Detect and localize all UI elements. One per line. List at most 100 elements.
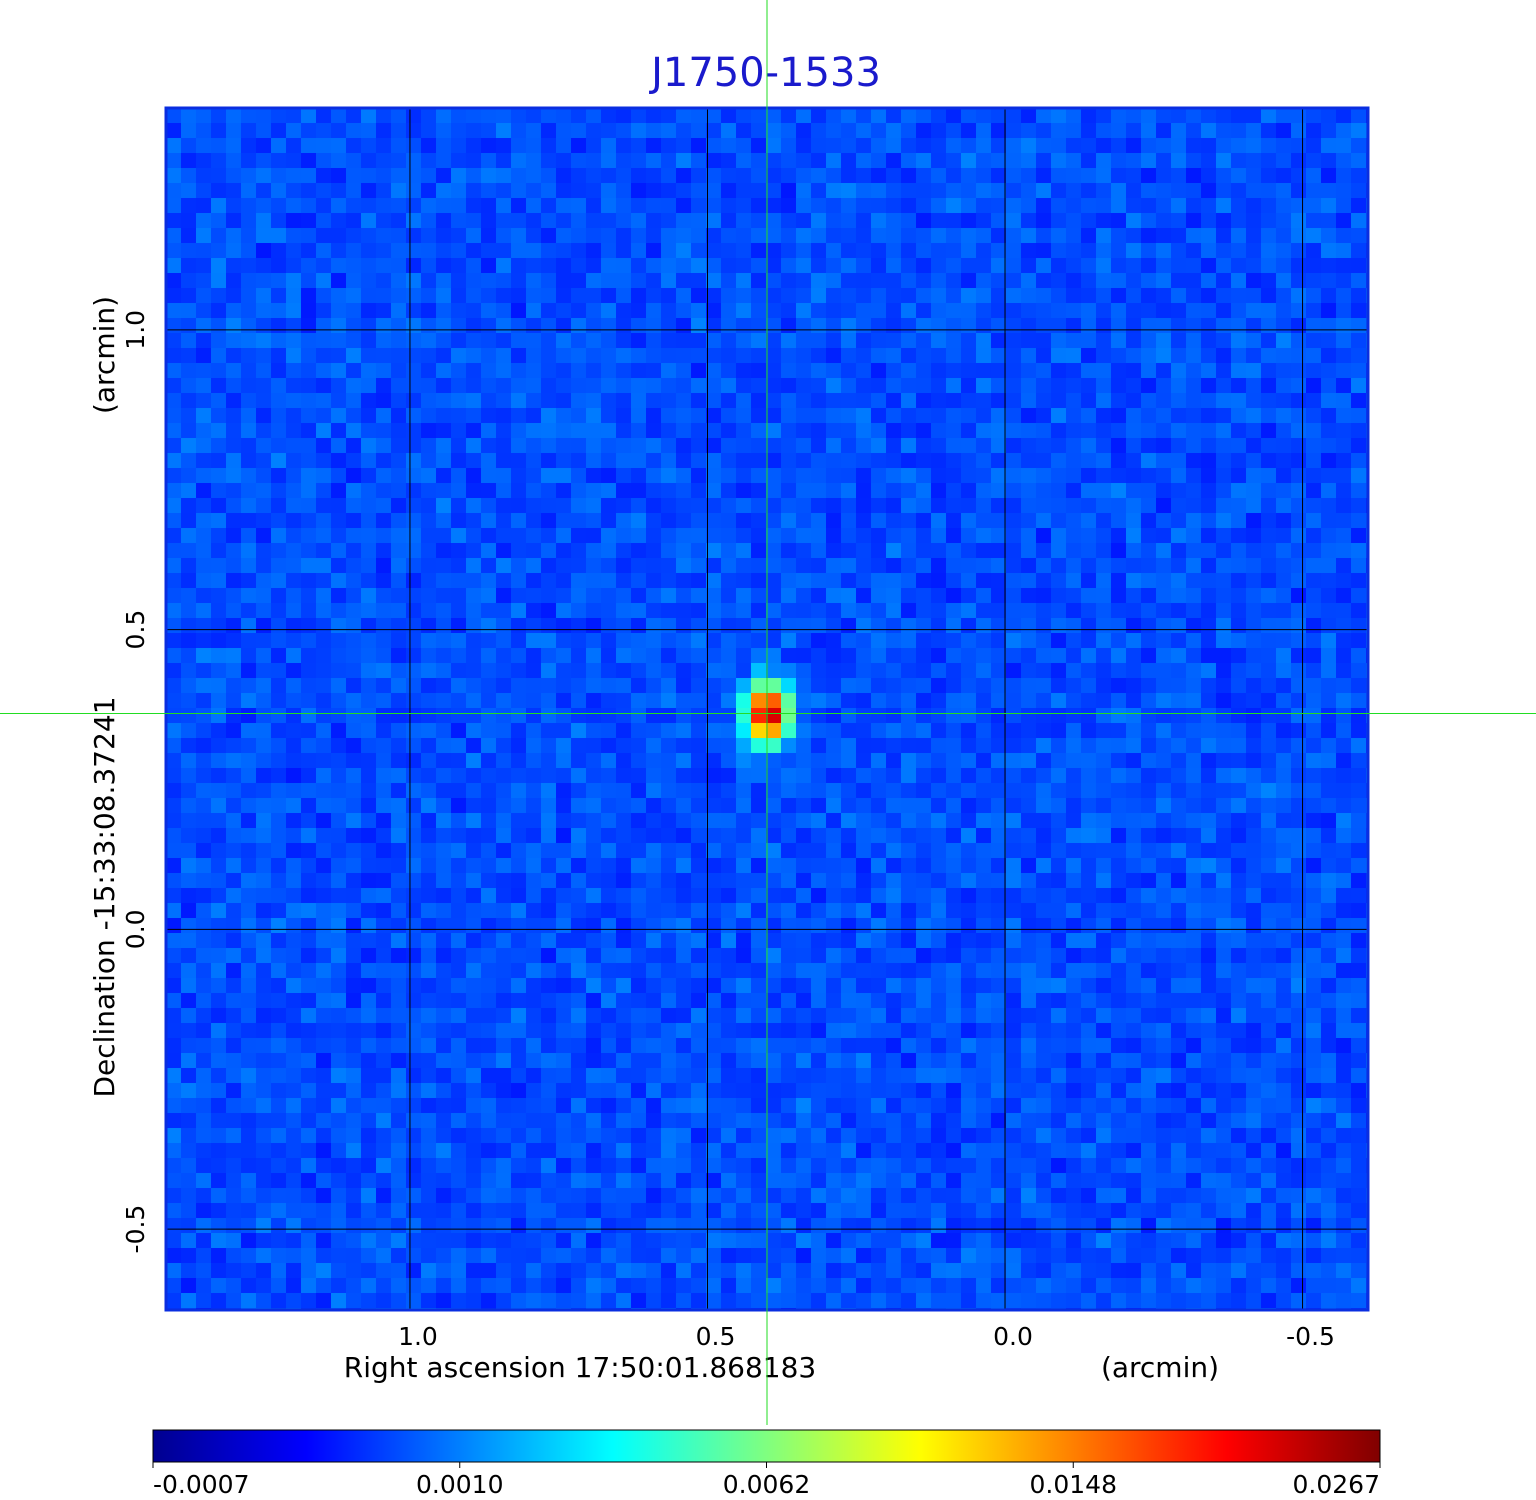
pixel bbox=[961, 888, 977, 904]
pixel bbox=[1321, 408, 1337, 424]
pixel bbox=[721, 543, 737, 559]
pixel bbox=[466, 663, 482, 679]
pixel bbox=[811, 633, 827, 649]
pixel bbox=[301, 108, 317, 124]
pixel bbox=[616, 513, 632, 529]
pixel bbox=[1066, 918, 1082, 934]
pixel bbox=[466, 978, 482, 994]
pixel bbox=[1351, 618, 1367, 634]
pixel bbox=[766, 603, 782, 619]
pixel bbox=[436, 183, 452, 199]
pixel bbox=[346, 138, 362, 154]
pixel bbox=[1291, 108, 1307, 124]
pixel bbox=[421, 723, 437, 739]
pixel bbox=[961, 648, 977, 664]
pixel bbox=[1081, 498, 1097, 514]
pixel bbox=[856, 753, 872, 769]
pixel bbox=[676, 858, 692, 874]
pixel bbox=[811, 528, 827, 544]
pixel bbox=[316, 993, 332, 1009]
pixel bbox=[1231, 798, 1247, 814]
pixel bbox=[676, 678, 692, 694]
pixel bbox=[646, 123, 662, 139]
pixel bbox=[931, 408, 947, 424]
pixel bbox=[271, 303, 287, 319]
pixel bbox=[856, 1008, 872, 1024]
pixel bbox=[841, 588, 857, 604]
pixel bbox=[781, 978, 797, 994]
pixel bbox=[1171, 408, 1187, 424]
pixel bbox=[361, 213, 377, 229]
pixel bbox=[826, 453, 842, 469]
pixel bbox=[661, 933, 677, 949]
pixel bbox=[316, 378, 332, 394]
pixel bbox=[526, 228, 542, 244]
pixel bbox=[1201, 723, 1217, 739]
pixel bbox=[1351, 783, 1367, 799]
pixel bbox=[946, 348, 962, 364]
pixel bbox=[1006, 573, 1022, 589]
pixel bbox=[421, 528, 437, 544]
pixel bbox=[871, 303, 887, 319]
pixel bbox=[1321, 633, 1337, 649]
pixel bbox=[571, 813, 587, 829]
pixel bbox=[226, 153, 242, 169]
pixel bbox=[1126, 633, 1142, 649]
pixel bbox=[811, 423, 827, 439]
pixel bbox=[706, 828, 722, 844]
pixel bbox=[646, 213, 662, 229]
pixel bbox=[1306, 678, 1322, 694]
pixel bbox=[571, 348, 587, 364]
pixel bbox=[1291, 393, 1307, 409]
pixel bbox=[1336, 753, 1352, 769]
pixel bbox=[946, 888, 962, 904]
pixel bbox=[196, 618, 212, 634]
pixel bbox=[646, 138, 662, 154]
pixel bbox=[856, 888, 872, 904]
pixel bbox=[631, 213, 647, 229]
pixel bbox=[601, 318, 617, 334]
pixel bbox=[1231, 303, 1247, 319]
pixel bbox=[961, 588, 977, 604]
pixel bbox=[1096, 288, 1112, 304]
pixel bbox=[796, 498, 812, 514]
pixel bbox=[1051, 843, 1067, 859]
pixel bbox=[496, 813, 512, 829]
pixel bbox=[631, 693, 647, 709]
pixel bbox=[451, 318, 467, 334]
pixel bbox=[226, 198, 242, 214]
pixel bbox=[571, 513, 587, 529]
pixel bbox=[391, 363, 407, 379]
pixel bbox=[421, 483, 437, 499]
pixel bbox=[586, 498, 602, 514]
pixel bbox=[361, 378, 377, 394]
pixel bbox=[511, 618, 527, 634]
pixel bbox=[316, 978, 332, 994]
pixel bbox=[346, 273, 362, 289]
pixel bbox=[376, 663, 392, 679]
pixel bbox=[496, 573, 512, 589]
pixel bbox=[556, 558, 572, 574]
pixel bbox=[826, 153, 842, 169]
pixel bbox=[661, 588, 677, 604]
pixel bbox=[211, 363, 227, 379]
pixel bbox=[1111, 753, 1127, 769]
pixel bbox=[436, 123, 452, 139]
pixel bbox=[751, 198, 767, 214]
pixel bbox=[1066, 828, 1082, 844]
pixel bbox=[706, 618, 722, 634]
pixel bbox=[286, 948, 302, 964]
pixel bbox=[526, 423, 542, 439]
pixel bbox=[811, 873, 827, 889]
pixel bbox=[406, 948, 422, 964]
pixel bbox=[1141, 948, 1157, 964]
pixel bbox=[1201, 468, 1217, 484]
pixel bbox=[571, 933, 587, 949]
pixel bbox=[751, 573, 767, 589]
pixel bbox=[676, 183, 692, 199]
pixel bbox=[901, 498, 917, 514]
pixel bbox=[1246, 483, 1262, 499]
pixel bbox=[766, 873, 782, 889]
pixel bbox=[166, 1023, 182, 1039]
pixel bbox=[796, 168, 812, 184]
